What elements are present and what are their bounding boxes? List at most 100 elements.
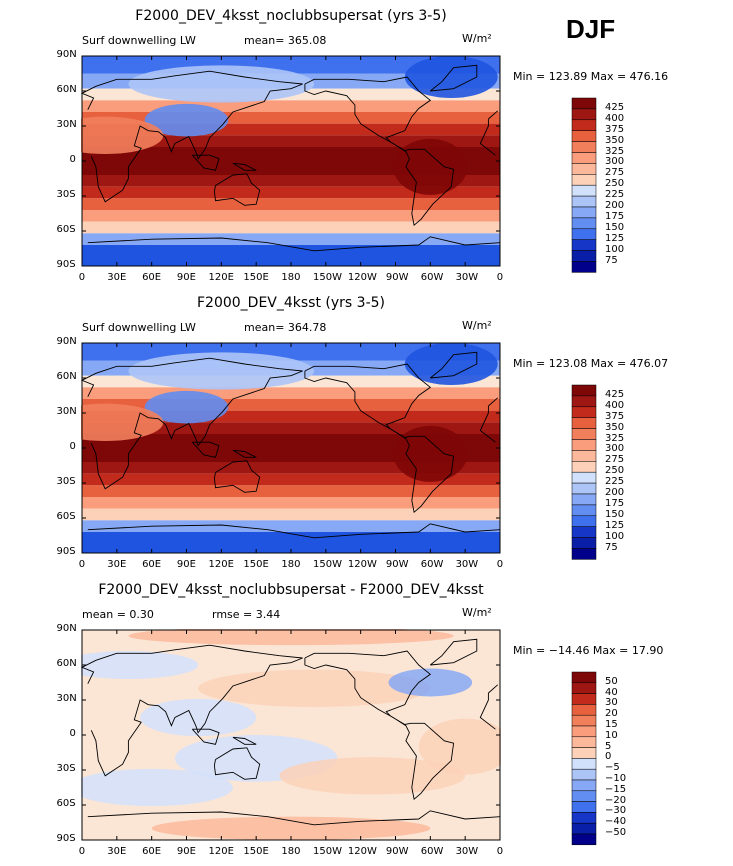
lw-band-13 [82,221,500,234]
panel-left-label: Surf downwelling LW [82,34,196,47]
coastline-7 [191,728,220,745]
x-tick-label: 120E [208,846,234,857]
colorbar-swatch [571,174,597,186]
coastline-6 [232,162,257,171]
colorbar-swatch [571,395,597,408]
colorbar-swatch [571,758,597,770]
colorbar-label: 40 [605,686,618,698]
colorbar-label: −40 [605,816,627,828]
tibet-low-anomaly [144,103,229,137]
diff-patch-1 [81,651,199,679]
x-tick-label: 150W [313,846,343,857]
x-tick-label: 30W [455,559,479,570]
y-tick-label: 90N [56,336,77,347]
colorbar-swatch [571,833,597,846]
colorbar-label: 50 [605,675,618,687]
colorbar-swatch [571,119,597,131]
x-tick-label: 30W [455,846,479,857]
diff-patch-7 [418,718,501,775]
coastline-2 [304,650,455,801]
sahara-region [81,403,164,441]
colorbar-label: 200 [605,487,625,498]
x-tick-label: 30E [107,559,127,570]
lw-band-6 [82,123,500,136]
colorbar-label: −15 [605,783,627,795]
colorbar-label: 225 [605,476,625,488]
colorbar-label: 350 [605,134,625,146]
coastline-2 [304,363,455,514]
y-tick-label: 90N [56,623,77,634]
colorbar-2 [571,384,597,560]
y-tick-label: 30S [56,189,76,200]
y-tick-label: 30S [56,476,76,487]
y-tick-label: 60N [56,658,77,669]
x-tick-label: 30W [455,272,479,283]
colorbar-swatch [571,163,597,175]
x-tick-label: 60E [142,559,162,570]
panel-stat: rmse = 3.44 [212,608,281,621]
season-label: DJF [566,14,616,44]
colorbar-label: 0 [605,751,612,763]
coastline-7 [191,154,220,171]
colorbar-swatch [571,801,597,813]
colorbar-label: 200 [605,200,625,211]
x-tick-label: 120W [347,272,377,283]
y-tick-label: 30N [56,406,77,417]
colorbar-label: 175 [605,210,625,222]
colorbar-swatch [571,97,597,110]
x-tick-label: 150E [243,846,269,857]
colorbar-swatch [571,250,597,262]
panel-title: F2000_DEV_4ksst_noclubbsupersat - F2000_… [98,582,484,598]
panel-title: F2000_DEV_4ksst_noclubbsupersat (yrs 3-5… [135,8,447,24]
lw-band-7 [82,422,500,434]
colorbar-swatch [571,768,597,781]
x-tick-label: 30E [107,846,127,857]
colorbar-label: 250 [605,465,625,477]
x-tick-label: 0 [78,846,86,857]
colorbar-label: 425 [605,101,625,113]
x-tick-label: 120W [347,846,377,857]
panel-units: W/m² [462,32,492,45]
colorbar-swatch [571,812,597,824]
coastline-3 [213,460,261,493]
panel-stat: mean= 364.78 [244,321,327,334]
colorbar-swatch [571,439,597,451]
coastline-1 [81,357,498,490]
amazon-high [393,425,468,482]
panel-min-max: Min = 123.89 Max = 476.16 [513,70,669,83]
x-tick-label: 180 [281,559,301,570]
x-tick-label: 30E [107,272,127,283]
colorbar-label: 125 [605,519,625,531]
map-panel-1 [81,55,501,267]
colorbar-label: 400 [605,112,625,124]
y-tick-label: 30N [56,693,77,704]
colorbar-label: 225 [605,189,625,201]
x-tick-label: 120E [208,272,234,283]
diff-patch-10 [128,629,454,646]
y-tick-label: 0 [69,154,76,165]
lw-band-15 [82,532,500,553]
colorbar-swatch [571,261,597,273]
colorbar-swatch [571,736,597,748]
colorbar-swatch [571,217,597,230]
x-tick-label: 180 [281,846,301,857]
colorbar-swatch [571,141,597,153]
colorbar-swatch [571,130,597,142]
colorbar-label: −10 [605,773,627,784]
coastline-3 [213,173,261,206]
panel-stat: mean= 365.08 [244,34,327,47]
colorbar-swatch [571,482,597,495]
panel-units: W/m² [462,606,492,619]
panel-left-label: mean = 0.30 [82,608,154,621]
lw-band-7 [82,135,500,147]
colorbar-swatch [571,714,597,727]
x-tick-label: 90E [176,559,196,570]
colorbar-label: 75 [605,254,618,266]
colorbar-label: −20 [605,794,627,806]
coastline-5 [87,810,501,826]
colorbar-label: −5 [605,762,620,774]
colorbar-label: 100 [605,530,625,542]
diff-patch-8 [81,768,233,807]
colorbar-swatch [571,239,597,251]
y-tick-label: 60S [56,511,76,522]
